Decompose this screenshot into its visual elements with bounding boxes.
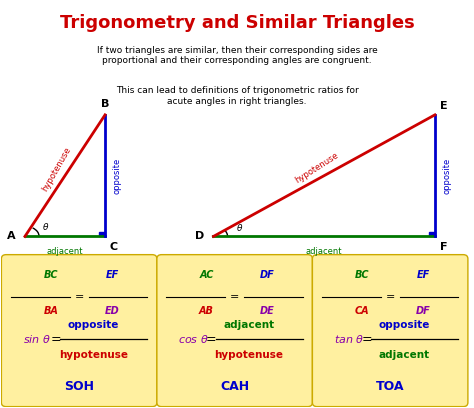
Text: =: =	[385, 292, 395, 302]
FancyBboxPatch shape	[1, 255, 157, 407]
Text: BA: BA	[44, 306, 58, 316]
Text: adjacent: adjacent	[306, 246, 342, 255]
Text: SOH: SOH	[64, 380, 94, 393]
Text: $cos$ $\theta$: $cos$ $\theta$	[178, 333, 209, 345]
Text: ED: ED	[105, 306, 119, 316]
Text: opposite: opposite	[379, 320, 430, 330]
Text: adjacent: adjacent	[47, 246, 83, 255]
Text: BC: BC	[44, 270, 58, 280]
Text: $\theta$: $\theta$	[43, 221, 50, 232]
Text: $sin$ $\theta$: $sin$ $\theta$	[23, 333, 51, 345]
Bar	[100, 232, 105, 236]
Text: This can lead to definitions of trigonometric ratios for
acute angles in right t: This can lead to definitions of trigonom…	[116, 86, 358, 106]
Text: D: D	[195, 231, 204, 242]
Text: AB: AB	[199, 306, 214, 316]
Text: =: =	[50, 333, 61, 346]
Text: adjacent: adjacent	[223, 320, 274, 330]
Text: =: =	[74, 292, 84, 302]
FancyBboxPatch shape	[157, 255, 312, 407]
Text: hypotenuse: hypotenuse	[294, 151, 340, 185]
Text: $tan$ $\theta$: $tan$ $\theta$	[334, 333, 364, 345]
Text: E: E	[439, 101, 447, 111]
Text: Trigonometry and Similar Triangles: Trigonometry and Similar Triangles	[60, 13, 414, 31]
Text: EF: EF	[417, 270, 430, 280]
Text: AC: AC	[199, 270, 214, 280]
FancyBboxPatch shape	[312, 255, 468, 407]
Bar	[429, 232, 435, 236]
Text: opposite: opposite	[112, 157, 121, 194]
Text: =: =	[206, 333, 217, 346]
Text: =: =	[361, 333, 372, 346]
Text: opposite: opposite	[442, 157, 451, 194]
Text: A: A	[7, 231, 16, 242]
Text: TOA: TOA	[376, 380, 404, 393]
Text: CA: CA	[355, 306, 369, 316]
Text: hypotenuse: hypotenuse	[40, 146, 73, 193]
Text: EF: EF	[106, 270, 119, 280]
Text: DE: DE	[260, 306, 275, 316]
Text: adjacent: adjacent	[379, 350, 430, 360]
Text: opposite: opposite	[68, 320, 119, 330]
Text: F: F	[439, 242, 447, 253]
Text: DF: DF	[416, 306, 430, 316]
Text: $\theta$: $\theta$	[236, 222, 243, 233]
Text: DF: DF	[260, 270, 275, 280]
Text: If two triangles are similar, then their corresponding sides are
proportional an: If two triangles are similar, then their…	[97, 46, 377, 65]
Text: hypotenuse: hypotenuse	[59, 350, 128, 360]
Text: BC: BC	[355, 270, 369, 280]
Text: B: B	[101, 99, 109, 109]
Text: CAH: CAH	[220, 380, 249, 393]
Text: hypotenuse: hypotenuse	[214, 350, 283, 360]
Text: =: =	[230, 292, 239, 302]
Text: C: C	[110, 242, 118, 253]
